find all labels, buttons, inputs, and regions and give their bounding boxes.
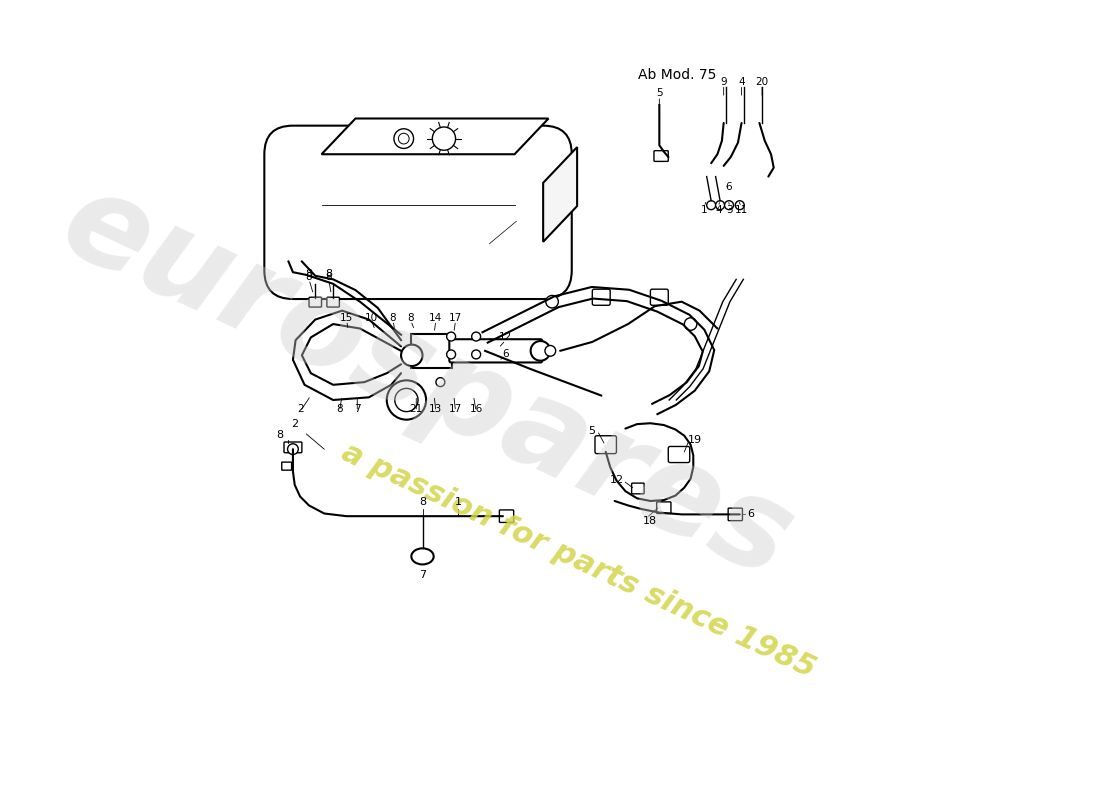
FancyBboxPatch shape (411, 334, 452, 368)
Text: 20: 20 (756, 77, 769, 87)
Text: 9: 9 (720, 77, 727, 87)
FancyBboxPatch shape (282, 462, 292, 470)
Text: 1: 1 (701, 205, 707, 214)
Circle shape (544, 346, 556, 356)
Text: 4: 4 (715, 205, 722, 214)
Circle shape (472, 332, 481, 341)
Circle shape (472, 350, 481, 359)
Polygon shape (321, 118, 549, 154)
Text: 7: 7 (354, 404, 361, 414)
Polygon shape (543, 147, 578, 242)
FancyBboxPatch shape (669, 446, 690, 462)
Text: 3: 3 (727, 205, 734, 214)
Text: 2: 2 (297, 404, 304, 414)
Text: 2: 2 (292, 418, 298, 429)
FancyBboxPatch shape (327, 298, 340, 307)
Text: 6: 6 (503, 349, 509, 358)
Text: 8: 8 (306, 272, 312, 282)
Text: 6: 6 (747, 510, 754, 519)
Text: 1: 1 (454, 498, 462, 507)
Text: 5: 5 (656, 87, 662, 98)
Text: 21: 21 (409, 404, 422, 414)
Text: 6: 6 (726, 182, 733, 192)
Circle shape (735, 201, 745, 210)
FancyBboxPatch shape (449, 339, 542, 362)
Text: 5: 5 (588, 426, 595, 436)
Text: 17: 17 (449, 404, 462, 414)
Text: 15: 15 (340, 313, 353, 322)
Text: 14: 14 (429, 313, 442, 322)
FancyBboxPatch shape (592, 289, 611, 306)
Text: 8: 8 (326, 272, 332, 282)
Text: 7: 7 (419, 570, 426, 580)
Circle shape (684, 318, 697, 330)
Circle shape (287, 444, 298, 454)
FancyBboxPatch shape (728, 508, 743, 521)
Circle shape (432, 127, 455, 150)
Circle shape (395, 388, 418, 412)
Circle shape (706, 201, 716, 210)
Circle shape (387, 380, 426, 420)
FancyBboxPatch shape (650, 289, 669, 306)
Text: 8: 8 (276, 430, 283, 440)
Text: Ab Mod. 75: Ab Mod. 75 (638, 67, 716, 82)
Text: eurospares: eurospares (43, 160, 811, 604)
Circle shape (546, 295, 559, 308)
Text: a passion for parts since 1985: a passion for parts since 1985 (338, 438, 821, 684)
Circle shape (436, 378, 444, 386)
FancyBboxPatch shape (309, 298, 321, 307)
Text: 8: 8 (337, 404, 343, 414)
Circle shape (447, 332, 455, 341)
Circle shape (716, 201, 725, 210)
Circle shape (394, 129, 414, 149)
Text: 12: 12 (499, 333, 513, 342)
FancyBboxPatch shape (595, 436, 616, 454)
Text: 12: 12 (609, 475, 624, 486)
Circle shape (530, 341, 550, 361)
Text: 4: 4 (738, 77, 745, 87)
Text: 8: 8 (306, 270, 312, 279)
Text: 8: 8 (419, 498, 426, 507)
FancyBboxPatch shape (631, 483, 645, 494)
Text: 17: 17 (449, 313, 462, 322)
FancyBboxPatch shape (284, 442, 301, 453)
Ellipse shape (411, 548, 433, 565)
Circle shape (398, 134, 409, 144)
Text: 10: 10 (365, 313, 378, 322)
FancyBboxPatch shape (654, 150, 669, 162)
FancyBboxPatch shape (499, 510, 514, 522)
Text: 13: 13 (429, 404, 442, 414)
Text: 11: 11 (735, 205, 748, 214)
Text: 18: 18 (644, 516, 658, 526)
Circle shape (725, 201, 734, 210)
FancyBboxPatch shape (657, 502, 671, 514)
FancyBboxPatch shape (264, 126, 572, 299)
Text: 19: 19 (688, 435, 702, 446)
Circle shape (447, 350, 455, 359)
Text: 16: 16 (470, 404, 483, 414)
Circle shape (402, 345, 422, 366)
Text: 8: 8 (389, 313, 396, 322)
Text: 8: 8 (408, 313, 415, 322)
Text: 8: 8 (326, 270, 332, 279)
